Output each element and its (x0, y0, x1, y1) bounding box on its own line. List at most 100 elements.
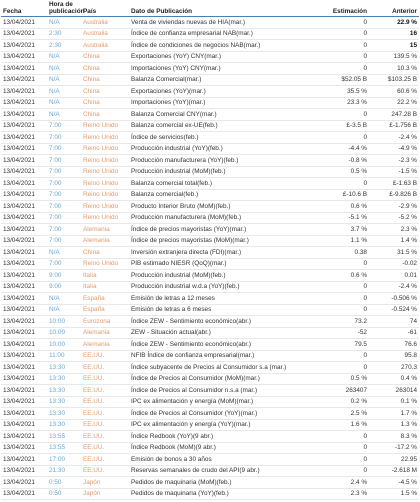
table-row: 13/04/2021 2:30 Australia Índice de confian… (1, 28, 419, 40)
previous-cell: 0.4 % (369, 373, 419, 385)
previous-cell: -2.3 % (369, 154, 419, 167)
estimate-cell: 3.7 % (321, 223, 369, 236)
previous-cell: -0.524 % (369, 304, 419, 316)
estimate-cell: 0 (321, 39, 369, 52)
country-cell: China (81, 108, 129, 121)
time-cell: N/A (47, 97, 81, 109)
event-cell: Importaciones (YoY)(mar.) (129, 97, 321, 109)
event-cell: Índice Redbook (MoM)(9 abr.) (129, 442, 321, 454)
country-cell: Reino Unido (81, 177, 129, 190)
time-cell: N/A (47, 85, 81, 98)
time-cell: 13:30 (47, 407, 81, 420)
estimate-cell: 0 (321, 453, 369, 466)
time-cell: 13:55 (47, 442, 81, 454)
country-cell: Reino Unido (81, 212, 129, 224)
header-row: Fecha Hora de publicación País Dato de Publ… (1, 0, 419, 17)
country-cell: Reino Unido (81, 166, 129, 178)
country-cell: Reino Unido (81, 200, 129, 213)
time-cell: 0:50 (47, 476, 81, 489)
table-row: 13/04/2021 N/A China Exportaciones (YoY)(ma… (1, 85, 419, 98)
estimate-cell: 0 (321, 258, 369, 270)
previous-cell: 263014 (369, 384, 419, 397)
time-cell: 7:00 (47, 200, 81, 213)
event-cell: Balanza Comercial CNY(mar.) (129, 108, 321, 121)
date-cell: 13/04/2021 (1, 62, 47, 75)
event-cell: Venta de viviendas nuevas de HIA(mar.) (129, 16, 321, 29)
table-row: 13/04/2021 13:55 EE.UU. Índice Redbook (YoY… (1, 430, 419, 443)
time-cell: 7:00 (47, 154, 81, 167)
country-cell: Australia (81, 39, 129, 52)
previous-cell: $103.25 B (369, 74, 419, 86)
country-cell: China (81, 51, 129, 63)
country-cell: España (81, 304, 129, 316)
estimate-cell: 0 (321, 131, 369, 144)
date-cell: 13/04/2021 (1, 166, 47, 178)
date-cell: 13/04/2021 (1, 384, 47, 397)
previous-cell: 1.3 % (369, 419, 419, 431)
previous-cell: 139.5 % (369, 51, 419, 63)
time-cell: 10:00 (47, 315, 81, 328)
previous-cell: -17.2 % (369, 442, 419, 454)
previous-cell: -2.4 % (369, 131, 419, 144)
country-cell: China (81, 85, 129, 98)
previous-cell: 1.4 % (369, 235, 419, 247)
time-cell: 13:30 (47, 396, 81, 408)
date-cell: 13/04/2021 (1, 97, 47, 109)
event-cell: Índice ZEW - Sentimiento económico(abr.) (129, 338, 321, 351)
country-cell: Reino Unido (81, 120, 129, 132)
date-cell: 13/04/2021 (1, 51, 47, 63)
table-row: 13/04/2021 10:00 Alemania Índice ZEW - Sent… (1, 338, 419, 351)
date-cell: 13/04/2021 (1, 16, 47, 29)
country-cell: Reino Unido (81, 154, 129, 167)
country-cell: Australia (81, 16, 129, 29)
date-cell: 13/04/2021 (1, 488, 47, 500)
estimate-cell: 1.6 % (321, 419, 369, 431)
date-cell: 13/04/2021 (1, 177, 47, 190)
estimate-cell: 2.3 % (321, 488, 369, 500)
table-body: 13/04/2021 N/A Australia Venta de viviendas… (1, 16, 419, 500)
table-row: 13/04/2021 11:00 EE.UU. NFIB Índice de conf… (1, 350, 419, 362)
event-cell: ZEW - Situación actual(abr.) (129, 327, 321, 339)
date-cell: 13/04/2021 (1, 246, 47, 259)
estimate-cell: 0 (321, 304, 369, 316)
country-cell: EE.UU. (81, 373, 129, 385)
previous-cell: 60.6 % (369, 85, 419, 98)
header-previous: Anterior (369, 0, 419, 17)
previous-cell: 74 (369, 315, 419, 328)
date-cell: 13/04/2021 (1, 189, 47, 201)
event-cell: Exportaciones (YoY)(mar.) (129, 85, 321, 98)
table-row: 13/04/2021 13:55 EE.UU. Índice Redbook (MoM… (1, 442, 419, 454)
date-cell: 13/04/2021 (1, 154, 47, 167)
time-cell: 7:00 (47, 212, 81, 224)
time-cell: 2:30 (47, 28, 81, 40)
table-row: 13/04/2021 9:00 Italia Producción industria… (1, 281, 419, 293)
previous-cell: £-9.826 B (369, 189, 419, 201)
event-cell: IPC ex alimentación y energía (YoY)(mar.… (129, 419, 321, 431)
time-cell: 7:00 (47, 131, 81, 144)
table-row: 13/04/2021 9:00 Italia Producción industria… (1, 269, 419, 282)
previous-cell: 16 (369, 28, 419, 40)
date-cell: 13/04/2021 (1, 269, 47, 282)
event-cell: Índice de condiciones de negocios NAB(ma… (129, 39, 321, 52)
previous-cell: 95.8 (369, 350, 419, 362)
estimate-cell: -4.4 % (321, 143, 369, 155)
time-cell: 9:00 (47, 281, 81, 293)
event-cell: Índice de precios mayoristas (YoY)(mar.) (129, 223, 321, 236)
date-cell: 13/04/2021 (1, 350, 47, 362)
time-cell: 7:00 (47, 189, 81, 201)
event-cell: Índice de precios mayoristas (MoM)(mar.) (129, 235, 321, 247)
date-cell: 13/04/2021 (1, 281, 47, 293)
table-row: 13/04/2021 13:30 EE.UU. IPC ex alimentación… (1, 396, 419, 408)
event-cell: Balanza Comercial(mar.) (129, 74, 321, 86)
previous-cell: 76.6 (369, 338, 419, 351)
country-cell: Australia (81, 28, 129, 40)
time-cell: 17:00 (47, 453, 81, 466)
previous-cell: 1.5 % (369, 488, 419, 500)
country-cell: China (81, 246, 129, 259)
date-cell: 13/04/2021 (1, 200, 47, 213)
previous-cell: -2.4 % (369, 281, 419, 293)
country-cell: EE.UU. (81, 419, 129, 431)
table-row: 13/04/2021 N/A China Inversión extranjera d… (1, 246, 419, 259)
